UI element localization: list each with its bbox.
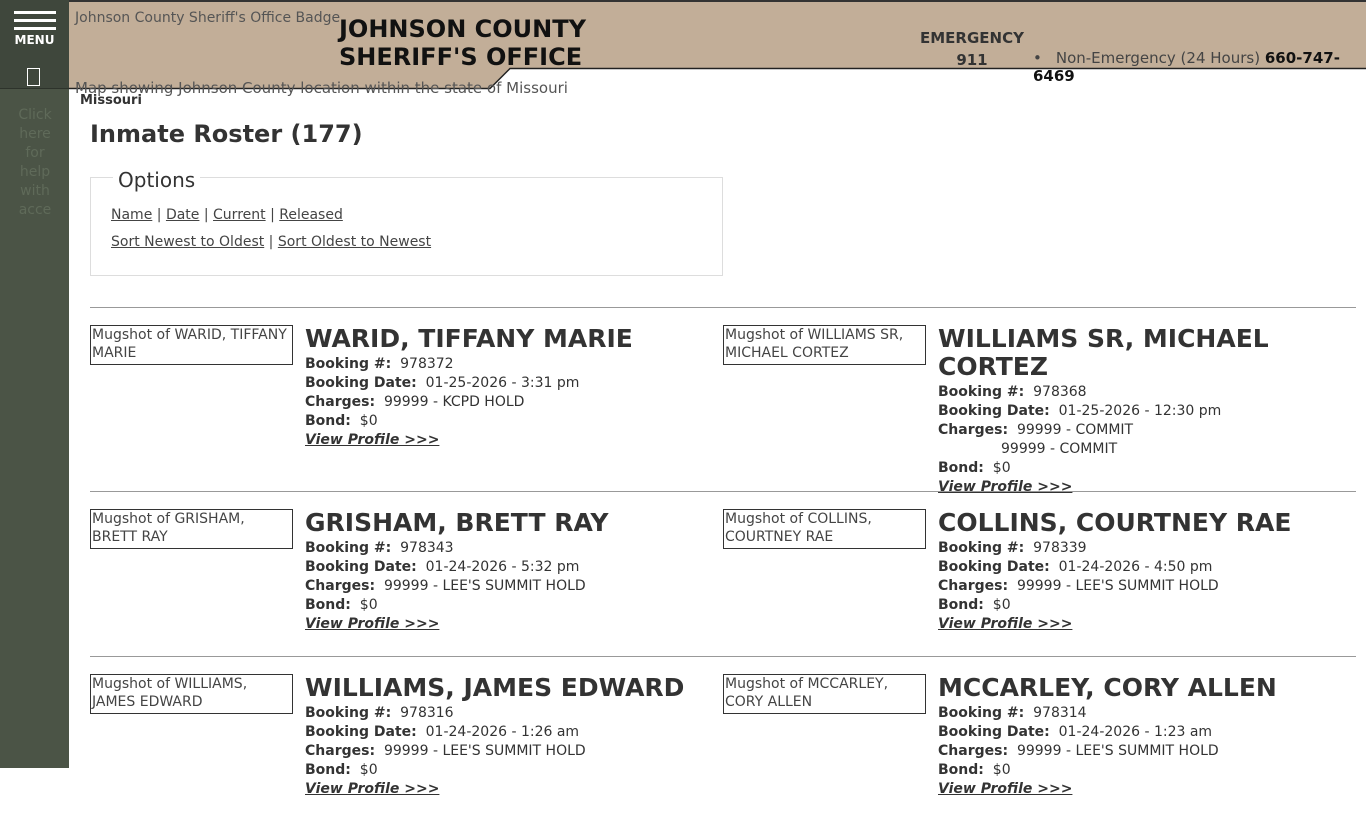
view-profile-link[interactable]: View Profile >>> (938, 616, 1073, 632)
sort-newest-link[interactable]: Sort Newest to Oldest (111, 234, 265, 250)
sort-oldest-link[interactable]: Sort Oldest to Newest (277, 234, 432, 250)
inmate-card: Mugshot of COLLINS, COURTNEY RAE COLLINS… (723, 509, 1343, 659)
inmate-card: Mugshot of WILLIAMS SR, MICHAEL CORTEZ W… (723, 324, 1343, 495)
charges: Charges: 99999 - COMMIT 99999 - COMMIT (938, 422, 1134, 457)
inmate-name[interactable]: GRISHAM, BRETT RAY (305, 508, 609, 537)
charges: Charges: 99999 - LEE'S SUMMIT HOLD (938, 743, 1219, 759)
emergency-contact: EMERGENCY 911 (920, 29, 1024, 69)
hamburger-icon (14, 11, 56, 14)
booking-number: Booking #: 978343 (305, 540, 454, 556)
sidebar: MENU Click here for help with acce (0, 0, 69, 768)
booking-number: Booking #: 978372 (305, 356, 454, 372)
menu-button[interactable]: MENU (0, 0, 69, 89)
booking-number: Booking #: 978316 (305, 705, 454, 721)
booking-number: Booking #: 978339 (938, 540, 1087, 556)
view-profile-link[interactable]: View Profile >>> (305, 432, 440, 448)
inmate-name[interactable]: WILLIAMS SR, MICHAEL CORTEZ (938, 324, 1269, 381)
mugshot-image[interactable]: Mugshot of COLLINS, COURTNEY RAE (723, 509, 926, 549)
inmate-card: Mugshot of WARID, TIFFANY MARIE WARID, T… (90, 325, 710, 475)
booking-date: Booking Date: 01-24-2026 - 4:50 pm (938, 559, 1213, 575)
filter-name-link[interactable]: Name (111, 207, 153, 223)
booking-date: Booking Date: 01-24-2026 - 1:26 am (305, 724, 580, 740)
bond: Bond: $0 (938, 762, 1011, 778)
state-label: Missouri (80, 93, 142, 108)
view-profile-link[interactable]: View Profile >>> (305, 781, 440, 797)
charges: Charges: 99999 - LEE'S SUMMIT HOLD (305, 578, 586, 594)
inmate-name[interactable]: COLLINS, COURTNEY RAE (938, 508, 1292, 537)
page-title: Inmate Roster (177) (90, 120, 363, 148)
options-legend: Options (113, 168, 201, 192)
booking-date: Booking Date: 01-25-2026 - 3:31 pm (305, 375, 580, 391)
inmate-name[interactable]: WARID, TIFFANY MARIE (305, 324, 633, 353)
view-profile-link[interactable]: View Profile >>> (938, 781, 1073, 797)
mugshot-image[interactable]: Mugshot of WARID, TIFFANY MARIE (90, 325, 293, 365)
bond: Bond: $0 (938, 460, 1011, 476)
booking-date: Booking Date: 01-24-2026 - 1:23 am (938, 724, 1213, 740)
divider (90, 307, 1356, 308)
mugshot-image[interactable]: Mugshot of MCCARLEY, CORY ALLEN (723, 674, 926, 714)
divider (90, 491, 1356, 492)
hamburger-icon (14, 27, 56, 30)
hamburger-icon (14, 19, 56, 22)
mugshot-image[interactable]: Mugshot of WILLIAMS SR, MICHAEL CORTEZ (723, 325, 926, 365)
view-profile-link[interactable]: View Profile >>> (938, 479, 1073, 495)
booking-number: Booking #: 978368 (938, 384, 1087, 400)
site-title[interactable]: JOHNSON COUNTY SHERIFF'S OFFICE (339, 15, 586, 71)
inmate-card: Mugshot of MCCARLEY, CORY ALLEN MCCARLEY… (723, 674, 1343, 824)
county-map-image: Map showing Johnson County location with… (75, 79, 568, 97)
bond: Bond: $0 (305, 413, 378, 429)
view-profile-link[interactable]: View Profile >>> (305, 616, 440, 632)
site-header: Johnson County Sheriff's Office Badge JO… (69, 0, 1366, 90)
inmate-card: Mugshot of GRISHAM, BRETT RAY GRISHAM, B… (90, 509, 710, 659)
charges: Charges: 99999 - KCPD HOLD (305, 394, 525, 410)
filter-released-link[interactable]: Released (279, 207, 343, 223)
booking-number: Booking #: 978314 (938, 705, 1087, 721)
inmate-name[interactable]: WILLIAMS, JAMES EDWARD (305, 673, 685, 702)
inmate-name[interactable]: MCCARLEY, CORY ALLEN (938, 673, 1277, 702)
booking-date: Booking Date: 01-24-2026 - 5:32 pm (305, 559, 580, 575)
menu-label: MENU (14, 33, 55, 47)
divider (90, 656, 1356, 657)
filter-date-link[interactable]: Date (165, 207, 200, 223)
accessibility-icon[interactable] (27, 68, 40, 86)
bond: Bond: $0 (305, 762, 378, 778)
inmate-card: Mugshot of WILLIAMS, JAMES EDWARD WILLIA… (90, 674, 710, 824)
bond: Bond: $0 (305, 597, 378, 613)
non-emergency-contact: • Non-Emergency (24 Hours) 660-747-6469 (1033, 49, 1340, 85)
sheriff-badge-image[interactable]: Johnson County Sheriff's Office Badge (75, 10, 341, 26)
charges: Charges: 99999 - LEE'S SUMMIT HOLD (938, 578, 1219, 594)
mugshot-image[interactable]: Mugshot of WILLIAMS, JAMES EDWARD (90, 674, 293, 714)
mugshot-image[interactable]: Mugshot of GRISHAM, BRETT RAY (90, 509, 293, 549)
bond: Bond: $0 (938, 597, 1011, 613)
options-panel: Options Name | Date | Current | Released… (90, 168, 723, 276)
booking-date: Booking Date: 01-25-2026 - 12:30 pm (938, 403, 1222, 419)
accessibility-help-link[interactable]: Click here for help with acce (18, 107, 52, 218)
filter-current-link[interactable]: Current (213, 207, 266, 223)
charges: Charges: 99999 - LEE'S SUMMIT HOLD (305, 743, 586, 759)
